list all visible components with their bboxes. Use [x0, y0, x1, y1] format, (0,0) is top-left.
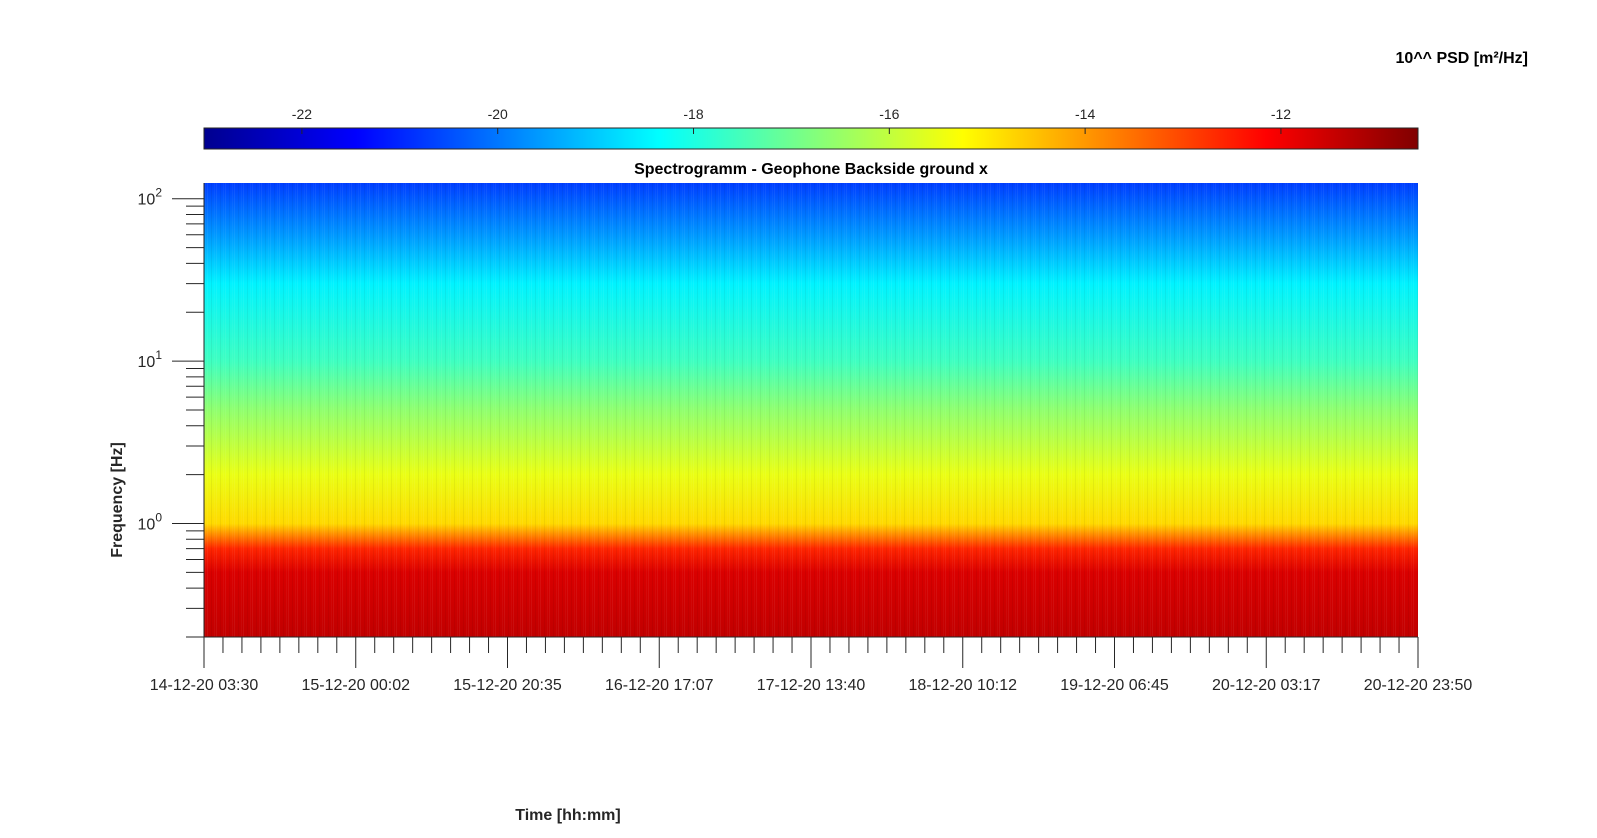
chart-title: Spectrogramm - Geophone Backside ground …: [634, 161, 988, 178]
colorbar-tick-label: -16: [879, 106, 899, 122]
colorbar-tick-label: -14: [1075, 106, 1095, 122]
x-tick-label: 20-12-20 23:50: [1364, 677, 1473, 694]
colorbar-label: 10^^ PSD [m²/Hz]: [1396, 50, 1528, 67]
y-tick-label: 102: [138, 186, 163, 209]
x-axis: 14-12-20 03:30 15-12-20 00:02 15-12-20 20:…: [150, 636, 1473, 694]
x-tick-label: 14-12-20 03:30: [150, 677, 259, 694]
colorbar-tick-label: -22: [292, 106, 312, 122]
x-tick-label: 15-12-20 00:02: [301, 677, 410, 694]
y-axis: 100 101 102: [138, 183, 205, 638]
x-tick-label: 19-12-20 06:45: [1060, 677, 1169, 694]
y-axis-label: Frequency [Hz]: [109, 442, 126, 558]
x-axis-label: Time [hh:mm]: [515, 807, 620, 824]
colorbar-ticks: -22 -20 -18 -16 -14 -12: [292, 106, 1291, 134]
y-tick-label: 100: [138, 511, 163, 534]
x-tick-label: 15-12-20 20:35: [453, 677, 562, 694]
spectrogram-texture: [204, 183, 1418, 637]
x-tick-label: 20-12-20 03:17: [1212, 677, 1321, 694]
x-tick-label: 16-12-20 17:07: [605, 677, 714, 694]
colorbar-tick-label: -18: [683, 106, 703, 122]
x-tick-label: 18-12-20 10:12: [908, 677, 1017, 694]
colorbar-tick-label: -12: [1271, 106, 1291, 122]
x-tick-label: 17-12-20 13:40: [757, 677, 866, 694]
colorbar-tick-label: -20: [488, 106, 508, 122]
colorbar: [203, 127, 1419, 150]
y-tick-label: 101: [138, 348, 163, 371]
